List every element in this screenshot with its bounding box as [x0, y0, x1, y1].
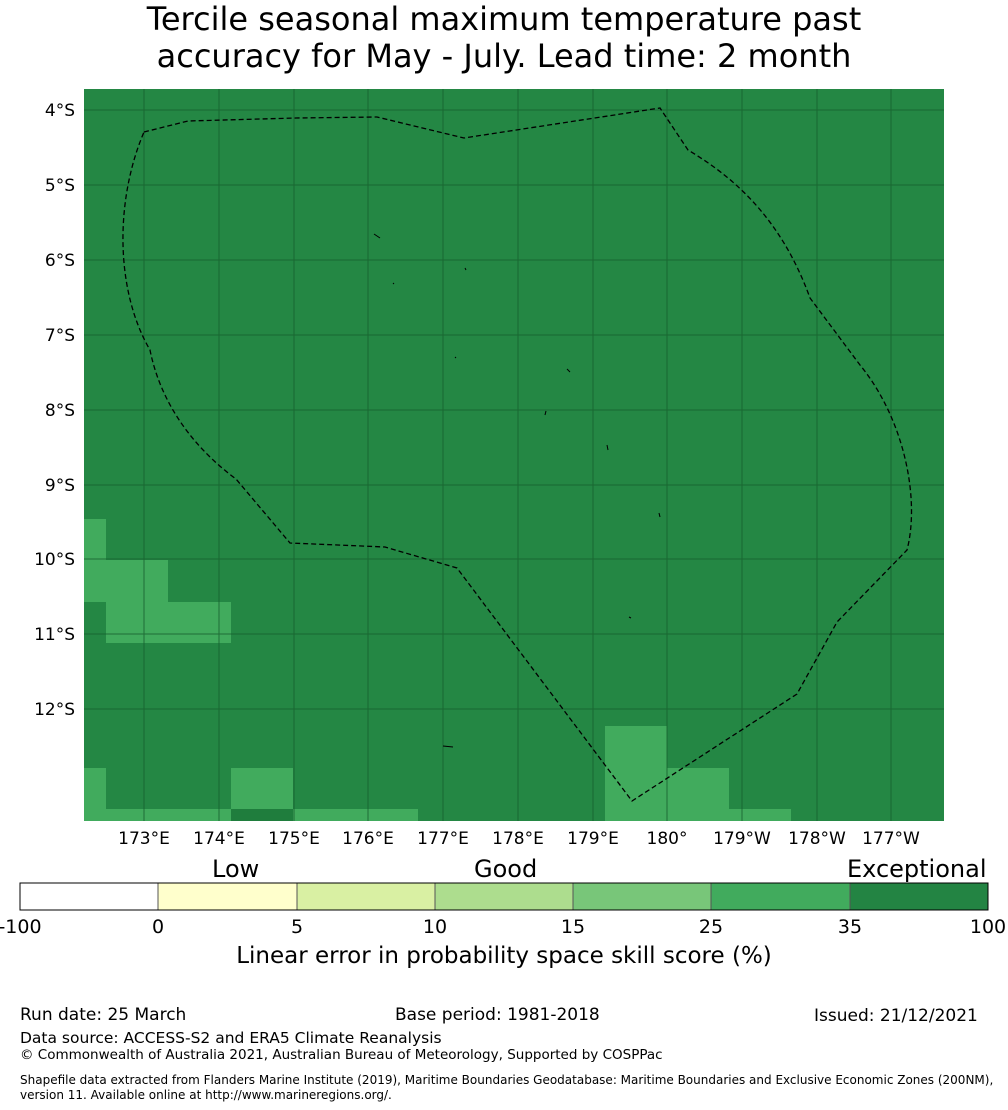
- colorbar-segment: [850, 883, 988, 910]
- colorbar-segment: [711, 883, 850, 910]
- islands: [373, 233, 661, 748]
- skill-patch: [729, 809, 791, 821]
- colorbar-tick: 35: [838, 916, 862, 938]
- lon-label: 175°E: [268, 829, 320, 849]
- lon-label: 178°W: [788, 829, 846, 849]
- lon-label: 178°E: [492, 829, 544, 849]
- colorbar-tick: 0: [152, 916, 164, 938]
- chart-title-line-2: accuracy for May - July. Lead time: 2 mo…: [156, 37, 852, 75]
- skill-patch: [605, 726, 667, 821]
- lat-label: 8°S: [45, 401, 75, 421]
- colorbar-segment: [435, 883, 573, 910]
- colorbar-tick: -100: [0, 916, 42, 938]
- category-exceptional: Exceptional: [847, 855, 987, 883]
- skill-patch: [84, 768, 106, 821]
- colorbar-tick: 25: [699, 916, 723, 938]
- skill-patch: [84, 519, 106, 560]
- colorbar: -100 0 5 10 15 25 35 100: [0, 882, 1006, 938]
- skill-patch: [667, 768, 729, 821]
- category-low: Low: [212, 855, 260, 883]
- lat-label: 4°S: [45, 101, 75, 121]
- copyright: © Commonwealth of Australia 2021, Austra…: [20, 1047, 663, 1063]
- lon-label: 174°E: [193, 829, 245, 849]
- skill-patch: [106, 602, 231, 643]
- lon-label: 173°E: [118, 829, 170, 849]
- colorbar-tick: 5: [291, 916, 303, 938]
- skill-patch: [106, 809, 231, 821]
- latitude-labels: 4°S 5°S 6°S 7°S 8°S 9°S 10°S 11°S 12°S: [34, 101, 75, 720]
- lon-label: 177°E: [417, 829, 469, 849]
- colorbar-segment: [573, 883, 711, 910]
- colorbar-segment: [20, 883, 158, 910]
- lon-label: 179°W: [713, 829, 771, 849]
- lon-label: 176°E: [342, 829, 394, 849]
- colorbar-tick: 100: [970, 916, 1006, 938]
- shapefile-credit: Shapefile data extracted from Flanders M…: [20, 1073, 994, 1102]
- eez-boundary: [122, 107, 913, 802]
- colorbar-segment: [297, 883, 435, 910]
- data-source: Data source: ACCESS-S2 and ERA5 Climate …: [20, 1029, 442, 1047]
- map-background: [84, 89, 944, 821]
- lat-label: 11°S: [34, 625, 75, 645]
- lon-label: 180°: [647, 829, 688, 849]
- category-good: Good: [474, 855, 538, 883]
- lat-label: 10°S: [34, 550, 75, 570]
- lat-label: 12°S: [34, 700, 75, 720]
- lon-label: 177°W: [862, 829, 920, 849]
- lat-label: 5°S: [45, 176, 75, 196]
- lon-label: 179°E: [567, 829, 619, 849]
- chart-title-line-1: Tercile seasonal maximum temperature pas…: [146, 0, 862, 38]
- skill-patch: [231, 768, 293, 809]
- skill-patch: [293, 809, 418, 821]
- skill-patch: [84, 560, 168, 602]
- map-gridlines: [84, 89, 944, 821]
- lat-label: 6°S: [45, 251, 75, 271]
- base-period: Base period: 1981-2018: [395, 1005, 600, 1025]
- skill-patch-dark: [231, 809, 293, 821]
- lat-label: 9°S: [45, 476, 75, 496]
- colorbar-label: Linear error in probability space skill …: [236, 943, 772, 969]
- longitude-labels: 173°E 174°E 175°E 176°E 177°E 178°E 179°…: [118, 829, 920, 849]
- colorbar-frame: [19, 882, 989, 911]
- colorbar-tick: 15: [561, 916, 585, 938]
- run-date: Run date: 25 March: [20, 1005, 187, 1025]
- issued-date: Issued: 21/12/2021: [814, 1006, 978, 1026]
- lat-label: 7°S: [45, 326, 75, 346]
- colorbar-tick: 10: [423, 916, 447, 938]
- colorbar-segment: [158, 883, 297, 910]
- skill-patches: [84, 519, 791, 821]
